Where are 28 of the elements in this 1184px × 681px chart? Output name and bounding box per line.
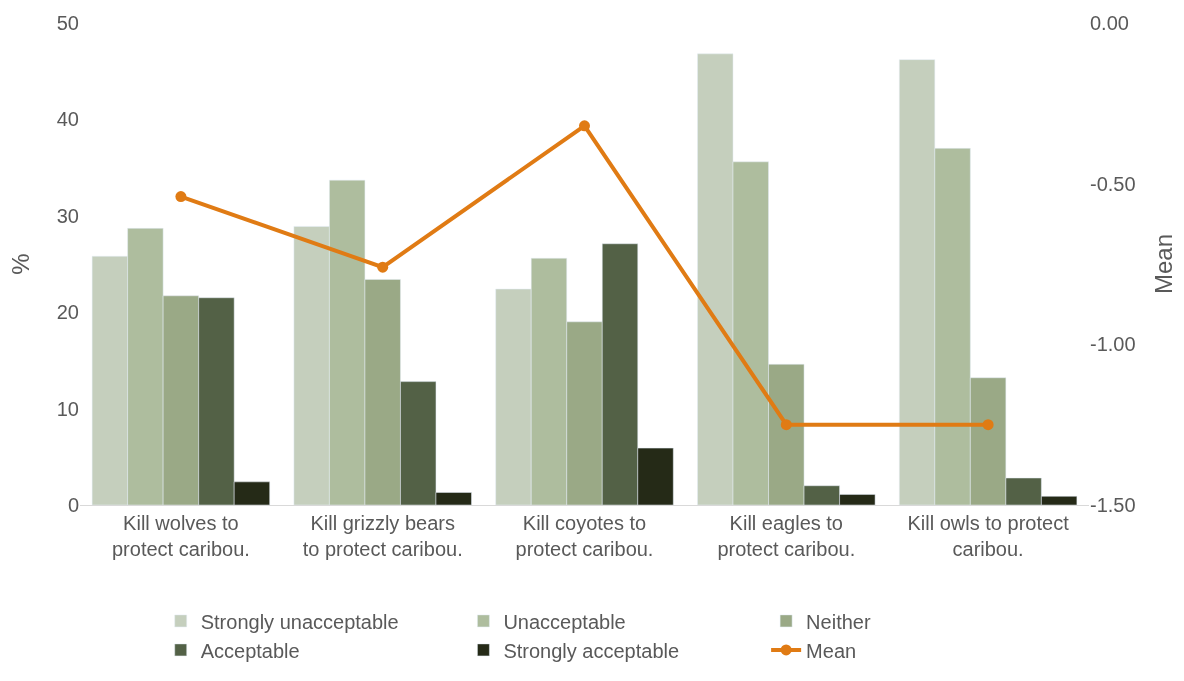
y-tick-label: 50 [56,12,79,34]
legend-label: Mean [806,639,857,662]
y-tick-label: 0 [67,494,79,516]
x-tick-label: Kill wolves to protect caribou. [111,512,250,560]
y-tick-label: 30 [56,204,79,227]
point [780,419,792,431]
y2-tick-label: 0.00 [1090,12,1129,34]
x-tick-label: Kill eagles to protect caribou. [717,512,856,560]
point [175,191,187,203]
y-tick-label: 20 [56,301,79,324]
y2-tick-label: -1.00 [1090,333,1136,356]
y-tick-label: 10 [56,397,79,420]
point [377,261,389,273]
legend-label: Neither [806,610,871,633]
legend-label: Unacceptable [503,610,626,633]
y2-tick-label: -1.50 [1090,494,1136,516]
x-tick-label: Kill grizzly bears to protect caribou. [302,512,463,560]
point [982,419,994,431]
legend-label: Acceptable [200,639,300,662]
x-tick-label: Kill coyotes to protect caribou. [515,512,654,560]
point [579,120,590,132]
x-tick-label: Kill owls to protect caribou. [907,512,1070,560]
legend-label: Strongly unacceptable [200,610,399,633]
legend-label: Strongly acceptable [503,639,680,662]
y2-axis-title: Mean [1149,233,1177,295]
y-tick-label: 40 [56,108,79,131]
y2-tick-label: -0.50 [1090,172,1136,195]
y-axis-title: % [6,253,34,275]
